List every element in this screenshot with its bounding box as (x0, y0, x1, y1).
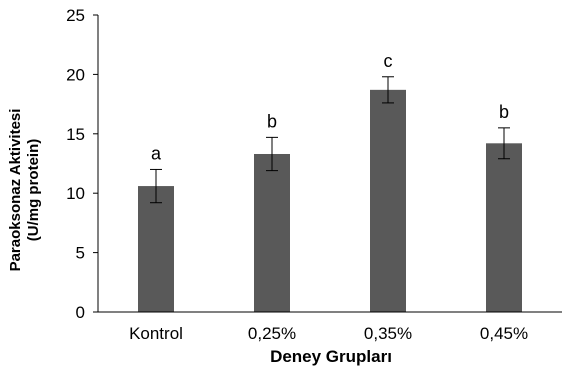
bar (254, 153, 290, 312)
y-tick-label: 15 (66, 125, 85, 144)
significance-letter: b (267, 111, 277, 131)
y-axis-title-line-2: (U/mg protein) (25, 139, 42, 242)
y-tick-label: 20 (66, 65, 85, 84)
x-axis-tick-labels: Kontrol 0,25% 0,35% 0,45% (129, 324, 528, 343)
y-tick-label: 10 (66, 184, 85, 203)
bar (138, 186, 174, 312)
y-axis-ticks: 0 5 10 15 20 25 (66, 6, 98, 322)
significance-letters: a b c b (151, 51, 509, 164)
x-tick-label: 0,45% (480, 324, 528, 343)
bars (138, 89, 522, 313)
significance-letter: c (384, 51, 393, 71)
y-tick-label: 0 (76, 303, 85, 322)
significance-letter: b (499, 102, 509, 122)
x-tick-label: 0,25% (248, 324, 296, 343)
y-tick-label: 5 (76, 244, 85, 263)
bar (486, 143, 522, 312)
x-axis-title: Deney Grupları (270, 347, 392, 366)
significance-letter: a (151, 143, 162, 163)
error-bars (150, 76, 510, 204)
x-tick-label: 0,35% (364, 324, 412, 343)
y-tick-label: 25 (66, 6, 85, 25)
y-axis-title-line-1: Paraoksonaz Aktivitesi (7, 109, 24, 272)
y-axis-title: Paraoksonaz Aktivitesi (U/mg protein) (7, 109, 42, 272)
bar (370, 89, 406, 313)
x-tick-label: Kontrol (129, 324, 183, 343)
